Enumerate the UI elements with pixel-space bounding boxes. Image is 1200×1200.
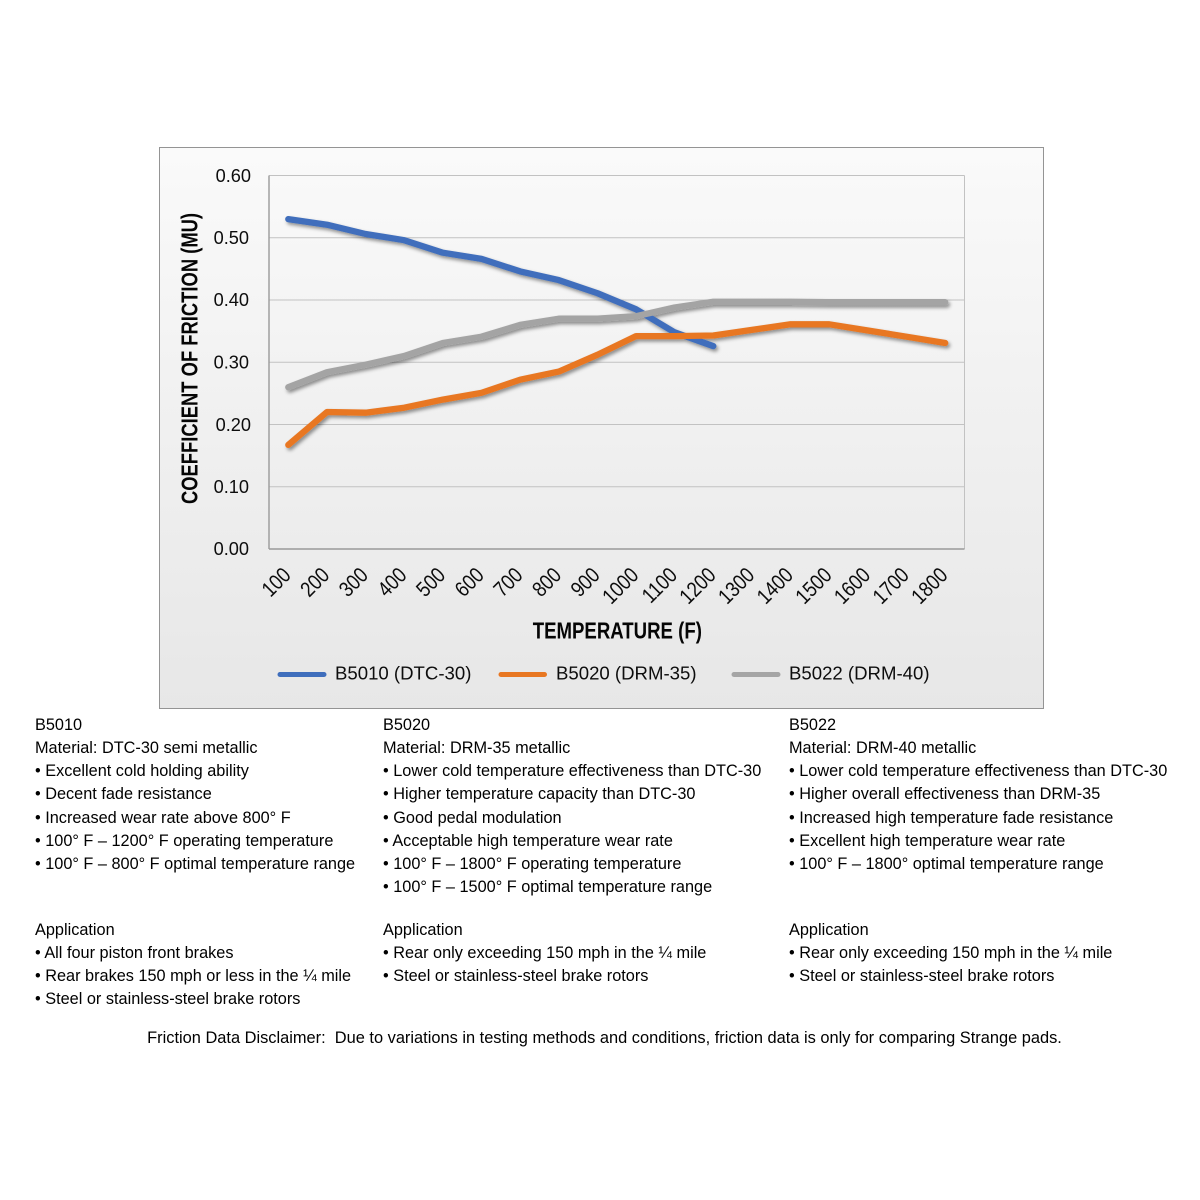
svg-text:800: 800 [528, 564, 566, 602]
svg-text:1300: 1300 [714, 564, 759, 609]
svg-text:200: 200 [296, 564, 334, 602]
svg-text:300: 300 [335, 564, 373, 602]
svg-text:0.50: 0.50 [214, 228, 249, 248]
svg-text:0.60: 0.60 [216, 166, 251, 186]
svg-text:B5020 (DRM-35): B5020 (DRM-35) [556, 663, 697, 684]
svg-text:TEMPERATURE (F): TEMPERATURE (F) [533, 619, 702, 644]
svg-text:1500: 1500 [791, 564, 836, 609]
svg-text:0.00: 0.00 [214, 539, 249, 559]
svg-text:1000: 1000 [598, 564, 643, 609]
svg-text:1700: 1700 [869, 564, 914, 609]
svg-text:1800: 1800 [907, 564, 952, 609]
svg-text:1400: 1400 [753, 564, 798, 609]
svg-text:700: 700 [489, 564, 527, 602]
svg-text:500: 500 [412, 564, 450, 602]
svg-text:900: 900 [567, 564, 605, 602]
svg-text:0.30: 0.30 [214, 352, 249, 372]
svg-text:0.20: 0.20 [216, 415, 251, 435]
svg-text:B5010 (DTC-30): B5010 (DTC-30) [335, 663, 471, 684]
svg-text:600: 600 [451, 564, 489, 602]
svg-text:400: 400 [373, 564, 411, 602]
svg-text:1600: 1600 [830, 564, 875, 609]
svg-text:B5022 (DRM-40): B5022 (DRM-40) [789, 663, 930, 684]
svg-text:COEFFICIENT OF FRICTION (MU): COEFFICIENT OF FRICTION (MU) [178, 213, 203, 504]
svg-text:1200: 1200 [675, 564, 720, 609]
svg-text:0.40: 0.40 [214, 290, 249, 310]
svg-text:1100: 1100 [638, 564, 683, 609]
svg-text:0.10: 0.10 [214, 477, 249, 497]
svg-text:100: 100 [258, 564, 296, 602]
